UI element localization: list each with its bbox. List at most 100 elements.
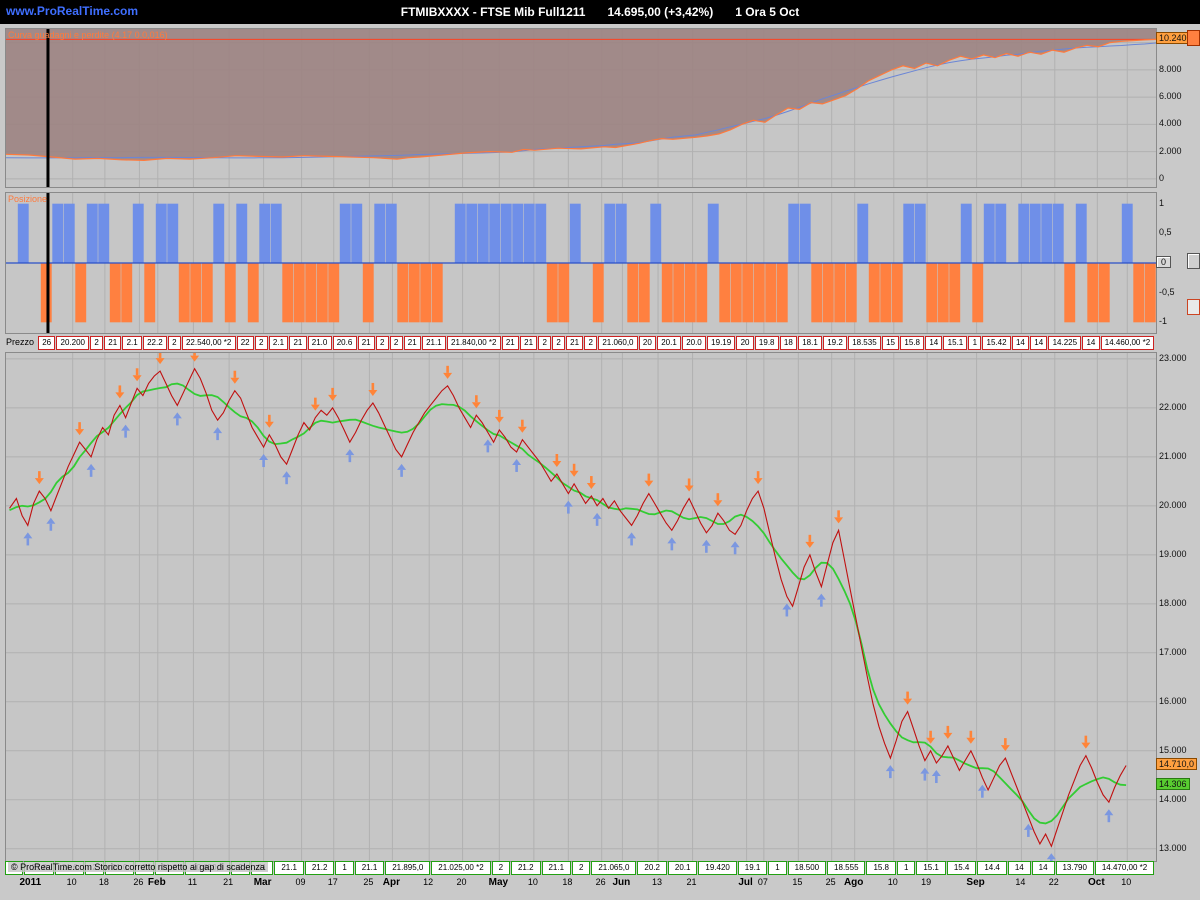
scroll-thumb-lower[interactable] xyxy=(1187,299,1200,315)
x-tick-label: 21 xyxy=(686,877,697,887)
x-tick-label: Ago xyxy=(843,877,864,888)
sell-arrow-icon xyxy=(155,358,165,365)
sell-arrow-stem xyxy=(906,691,909,699)
x-tick-label: 18 xyxy=(98,877,109,887)
buy-arrow-stem xyxy=(785,609,789,617)
price-label-box: 2 xyxy=(538,336,552,350)
buy-arrow-icon xyxy=(397,463,407,470)
buy-arrow-stem xyxy=(889,771,892,779)
buy-arrow-stem xyxy=(705,545,708,553)
price-label-box: 21 xyxy=(501,336,519,350)
buy-arrow-stem xyxy=(176,418,179,426)
y-axis-label: 14.000 xyxy=(1159,793,1187,804)
long-position-bar xyxy=(98,203,110,263)
y-axis-label: 20.000 xyxy=(1159,499,1187,510)
equity-panel[interactable] xyxy=(5,28,1157,188)
price-label-box: 21.025,00 *2 xyxy=(431,861,491,875)
price-label-box: 14.460,00 *2 xyxy=(1100,336,1155,350)
sell-arrow-icon xyxy=(903,698,913,705)
price-label-box: 18.500 xyxy=(787,861,827,875)
price-label-box: 14 xyxy=(1082,336,1100,350)
y-axis-label: 6.000 xyxy=(1159,91,1182,102)
buy-arrow-icon xyxy=(667,537,677,544)
scroll-thumb-middle[interactable] xyxy=(1187,253,1200,269)
sell-arrow-stem xyxy=(38,471,41,479)
y-axis-label: -1 xyxy=(1159,316,1168,327)
short-position-bar xyxy=(627,263,639,323)
long-position-bar xyxy=(569,203,581,263)
price-label-box: 15.4 xyxy=(946,861,977,875)
sell-arrow-stem xyxy=(946,725,950,733)
short-position-bar xyxy=(75,263,87,323)
short-position-bar xyxy=(1133,263,1145,323)
long-position-bar xyxy=(788,203,800,263)
price-label-box: 21.1 xyxy=(354,861,385,875)
sell-arrow-stem xyxy=(158,353,162,359)
price-label-box: 20.0 xyxy=(681,336,706,350)
buy-arrow-icon xyxy=(931,770,941,777)
price-label-box: 1 xyxy=(968,336,982,350)
y-axis-label: 15.000 xyxy=(1159,744,1187,755)
position-panel[interactable] xyxy=(5,192,1157,334)
price-label-box: 21 xyxy=(519,336,538,350)
long-position-bar xyxy=(995,203,1007,263)
buy-arrow-icon xyxy=(730,541,740,548)
sell-arrow-stem xyxy=(1084,735,1088,743)
short-position-bar xyxy=(362,263,374,323)
price-label-box: 21 xyxy=(565,336,584,350)
price-label-box: 21.2 xyxy=(511,861,541,875)
y-axis-label: 13.000 xyxy=(1159,842,1187,853)
sell-arrow-stem xyxy=(135,368,139,376)
x-tick-label: 17 xyxy=(327,877,338,887)
x-tick-label: Mar xyxy=(253,877,272,888)
price-label-box: 2 xyxy=(572,861,591,875)
short-position-bar xyxy=(822,263,834,323)
sell-arrow-icon xyxy=(926,737,936,744)
scroll-thumb-top[interactable] xyxy=(1187,30,1200,46)
cursor-line[interactable] xyxy=(46,193,50,333)
buy-arrow-stem xyxy=(49,523,53,531)
current-value-chip: 14.710,0 xyxy=(1156,758,1198,770)
sell-arrow-icon xyxy=(644,480,654,487)
short-position-bar xyxy=(293,263,305,323)
long-position-bar xyxy=(604,203,616,263)
price-panel[interactable] xyxy=(5,352,1157,862)
price-label-box: 21.1 xyxy=(421,336,446,350)
price-label-box: 14 xyxy=(1007,861,1031,875)
short-position-bar xyxy=(431,263,443,323)
short-position-bar xyxy=(811,263,823,323)
x-tick-label: 11 xyxy=(187,877,198,887)
buy-arrow-stem xyxy=(515,464,518,472)
sell-arrow-icon xyxy=(552,460,562,467)
long-position-bar xyxy=(512,203,524,263)
price-label-box: 20.2 xyxy=(637,861,667,875)
x-tick-label: 10 xyxy=(887,877,898,887)
price-label-box: 2 xyxy=(90,336,104,350)
short-position-bar xyxy=(316,263,328,323)
sell-arrow-icon xyxy=(190,355,200,362)
short-position-bar xyxy=(880,263,892,323)
price-label-box: 21.2 xyxy=(304,861,335,875)
price-label-box: 2 xyxy=(375,336,389,350)
short-position-bar xyxy=(753,263,765,323)
sell-arrow-icon xyxy=(368,389,378,396)
price-label-box: 18.1 xyxy=(798,336,822,350)
cursor-line[interactable] xyxy=(46,29,50,187)
long-position-bar xyxy=(155,203,167,263)
sell-arrow-icon xyxy=(569,470,579,477)
sell-arrow-icon xyxy=(943,732,953,739)
buy-arrow-icon xyxy=(121,424,131,431)
long-position-bar xyxy=(1052,203,1064,263)
buy-arrow-icon xyxy=(46,517,56,524)
prorealtime-link[interactable]: www.ProRealTime.com xyxy=(6,4,139,18)
buy-arrow-icon xyxy=(1023,823,1033,830)
price-label-box: 21 xyxy=(357,336,375,350)
buy-arrow-icon xyxy=(885,765,895,772)
price-label-box: 19.1 xyxy=(737,861,768,875)
short-position-bar xyxy=(546,263,558,323)
price-line xyxy=(9,367,1127,848)
sell-arrow-icon xyxy=(230,377,240,384)
sell-arrow-icon xyxy=(115,392,125,399)
sell-arrow-stem xyxy=(475,395,478,403)
timeframe-date: 1 Ora 5 Oct xyxy=(735,5,800,19)
